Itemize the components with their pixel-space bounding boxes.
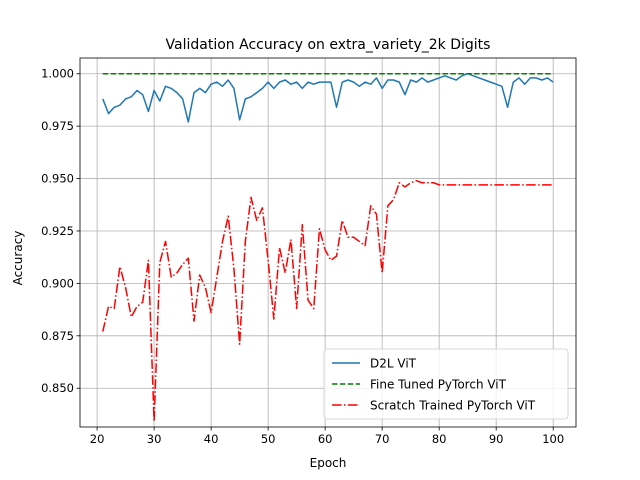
x-tick-label: 90 — [489, 432, 504, 446]
x-tick-label: 100 — [542, 432, 564, 446]
series-line-1 — [102, 72, 554, 123]
legend-label-1: D2L ViT — [370, 357, 417, 371]
y-tick-label: 0.925 — [41, 224, 74, 238]
x-tick-label: 30 — [147, 432, 162, 446]
y-tick-label: 0.950 — [41, 172, 74, 186]
x-tick-label: 60 — [318, 432, 333, 446]
x-axis-label: Epoch — [310, 456, 347, 470]
y-tick-label: 0.850 — [41, 381, 74, 395]
x-tick-label: 50 — [261, 432, 276, 446]
x-tick-label: 20 — [90, 432, 105, 446]
y-tick-label: 0.875 — [41, 329, 74, 343]
x-tick-label: 40 — [204, 432, 219, 446]
y-tick-label: 0.900 — [41, 276, 74, 290]
x-axis-ticks: 20 30 40 50 60 70 80 90 100 — [90, 427, 564, 446]
chart-title: Validation Accuracy on extra_variety_2k … — [166, 37, 491, 53]
legend: D2L ViT Fine Tuned PyTorch ViT Scratch Tra… — [323, 348, 569, 420]
legend-label-2: Fine Tuned PyTorch ViT — [370, 378, 507, 392]
series-layer — [102, 72, 554, 423]
legend-box — [323, 348, 569, 420]
y-tick-label: 0.975 — [41, 119, 74, 133]
x-tick-label: 70 — [375, 432, 390, 446]
y-axis-label: Accuracy — [11, 231, 25, 286]
y-axis-ticks: 0.850 0.875 0.900 0.925 0.950 0.975 1.000 — [41, 67, 80, 395]
x-tick-label: 80 — [432, 432, 447, 446]
plot-frame — [79, 57, 577, 428]
legend-label-3: Scratch Trained PyTorch ViT — [370, 399, 536, 413]
y-tick-label: 1.000 — [41, 67, 74, 81]
series-line-3 — [102, 179, 554, 423]
